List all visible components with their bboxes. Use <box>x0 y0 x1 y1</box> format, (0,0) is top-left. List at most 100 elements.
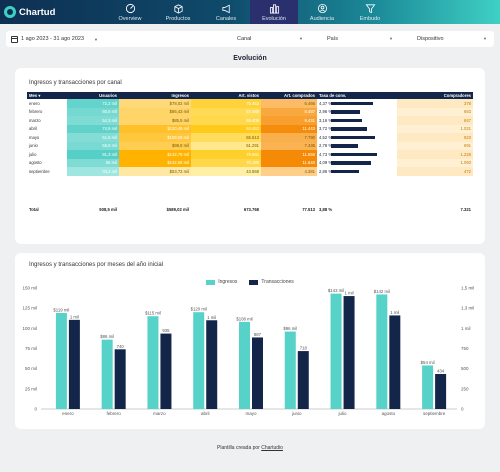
cell-tasa: 2,96 % <box>317 108 397 117</box>
cell-mes: abril <box>29 126 37 132</box>
pais-chevron-icon: ▼ <box>389 36 393 41</box>
logo-icon <box>4 6 16 18</box>
nav-item-canales[interactable]: Canales <box>202 0 250 24</box>
funnel-icon <box>365 3 376 14</box>
tasa-label: 3,16 % <box>319 117 333 123</box>
tasa-label: 4,09 % <box>319 160 333 166</box>
data-label-ingresos: $120 mil <box>191 307 207 312</box>
nav-item-overview[interactable]: Overview <box>106 0 154 24</box>
bar-ingresos-febrero <box>101 339 113 409</box>
cell-usuarios: 74,9 mil <box>67 124 119 133</box>
cell-ingresos: $86,43 mil <box>119 107 191 116</box>
cell-compradores: 378 <box>397 99 473 108</box>
y-left-tick-label: 100 mil <box>22 326 37 331</box>
cell-mes: mayo <box>29 134 40 140</box>
data-label-ingresos: $86 mil <box>100 334 114 339</box>
cell-usuarios: 55 mil <box>67 158 119 167</box>
dispositivo-dropdown[interactable]: Dispositivo <box>372 31 474 47</box>
date-range-picker[interactable]: 1 ago 2023 - 31 ago 2023 ▼ <box>6 31 192 47</box>
nav-item-embudo[interactable]: Embudo <box>346 0 394 24</box>
table-header-row: Mes ▾ Usuarios Ingresos Art. vistos Art.… <box>27 92 473 99</box>
tasa-bar <box>331 101 374 105</box>
col-tasa-conv[interactable]: Tasa de conv. <box>317 92 397 99</box>
bar-ingresos-enero <box>55 313 67 409</box>
cell-mes: agosto <box>29 160 42 166</box>
cell-compradores: 1.093 <box>397 158 473 167</box>
megaphone-icon <box>221 3 232 14</box>
table-row: abril 74,9 mil $120,49 mil 84.453 11.443 3,72… <box>27 124 473 134</box>
tasa-bar <box>331 169 359 173</box>
nav-item-productos[interactable]: Productos <box>154 0 202 24</box>
pais-dropdown[interactable]: País <box>282 31 372 47</box>
tasa-label: 4,73 % <box>319 151 333 157</box>
data-label-ingresos: $54 mil <box>421 360 435 365</box>
cell-compradores: 683 <box>397 107 473 116</box>
nav-item-label: Canales <box>215 16 237 22</box>
legend-item-ingresos[interactable]: Ingresos <box>206 279 237 285</box>
cell-vistos: 65.513 <box>191 133 261 142</box>
revenue-transactions-chart: 0 25 mil 50 mil 75 mil 100 mil 125 mil 150 mil… <box>22 286 474 417</box>
table-card-title: Ingresos y transacciones por canal <box>29 80 122 86</box>
gear-people-icon <box>317 3 328 14</box>
col-ingresos[interactable]: Ingresos <box>119 92 191 99</box>
cell-compradores: 923 <box>397 133 473 142</box>
data-label-transacciones: 434 <box>437 368 445 373</box>
tasa-bar <box>331 152 377 156</box>
app-logo[interactable]: Chartud <box>4 4 55 20</box>
col-art-vistos[interactable]: Art. vistos <box>191 92 261 99</box>
bar-ingresos-junio <box>284 331 296 409</box>
col-compradores[interactable]: Compradores <box>397 92 473 99</box>
cell-compradores: 691 <box>397 141 473 150</box>
cell-tasa: 3,72 % <box>317 125 397 134</box>
cell-tasa: 4,37 % <box>317 99 397 108</box>
date-range-text: 1 ago 2023 - 31 ago 2023 <box>21 36 85 42</box>
col-usuarios[interactable]: Usuarios <box>67 92 119 99</box>
col-art-comprados[interactable]: Art. comprados <box>261 92 317 99</box>
sort-desc-icon: ▾ <box>38 93 41 98</box>
tasa-bar <box>331 144 359 148</box>
nav-item-evolución[interactable]: Evolución <box>250 0 298 24</box>
data-label-ingresos: $143 mil <box>328 288 344 293</box>
cell-comprados: 11.443 <box>261 124 317 133</box>
table-row: agosto 55 mil $142,58 mil 70.189 11.640 4,09 … <box>27 158 473 167</box>
total-ingresos: $589,02 mil <box>166 207 189 212</box>
y-left-tick-label: 75 mil <box>25 346 37 351</box>
main-nav: Overview Productos Canales Evolución Audienc… <box>106 0 394 24</box>
bar-ingresos-julio <box>330 293 342 409</box>
x-tick-label: julio <box>338 411 348 416</box>
table-row: septiembre 33,2 mil $53,72 mil 43.868 4.381 2… <box>27 167 473 176</box>
tasa-label: 4,37 % <box>319 100 333 106</box>
bar-transacciones-enero <box>68 319 80 409</box>
x-tick-label: mayo <box>245 411 257 416</box>
bar-ingresos-mayo <box>239 321 250 409</box>
legend-label-transacciones: Transacciones <box>261 279 294 285</box>
footer-link[interactable]: Chartudio <box>261 445 283 451</box>
legend-item-transacciones[interactable]: Transacciones <box>249 279 294 285</box>
data-label-ingresos: $142 mil <box>374 289 390 294</box>
col-mes[interactable]: Mes ▾ <box>27 92 67 99</box>
chart-card-title: Ingresos y transacciones por meses del a… <box>29 262 164 268</box>
tasa-bar <box>331 161 371 165</box>
y-left-tick-label: 125 mil <box>22 306 37 311</box>
cell-comprados: 4.381 <box>261 167 317 176</box>
cell-tasa: 3,16 % <box>317 116 397 125</box>
footer: Plantilla creada por Chartudio <box>0 445 500 451</box>
data-label-transacciones: 718 <box>300 346 308 351</box>
calendar-icon <box>11 35 18 43</box>
nav-item-audiencia[interactable]: Audiencia <box>298 0 346 24</box>
x-tick-label: agosto <box>382 411 396 416</box>
bar-ingresos-marzo <box>147 316 159 409</box>
cell-usuarios: 58,8 mil <box>67 141 119 150</box>
filter-bar: 1 ago 2023 - 31 ago 2023 ▼ Canal País Di… <box>6 31 494 47</box>
cell-vistos: 84.453 <box>191 124 261 133</box>
cell-compradores: 1.021 <box>397 124 473 133</box>
y-right-tick-label: 500 <box>461 366 469 371</box>
y-right-tick-label: 1,3 mil <box>461 306 474 311</box>
nav-item-label: Audiencia <box>309 16 335 22</box>
data-label-transacciones: 887 <box>254 332 262 337</box>
cell-mes: marzo <box>29 117 41 123</box>
data-label-ingresos: $108 mil <box>236 316 252 321</box>
building-chart-icon <box>269 3 280 14</box>
cell-vistos: 75.453 <box>191 99 261 108</box>
canal-dropdown[interactable]: Canal <box>192 31 282 47</box>
